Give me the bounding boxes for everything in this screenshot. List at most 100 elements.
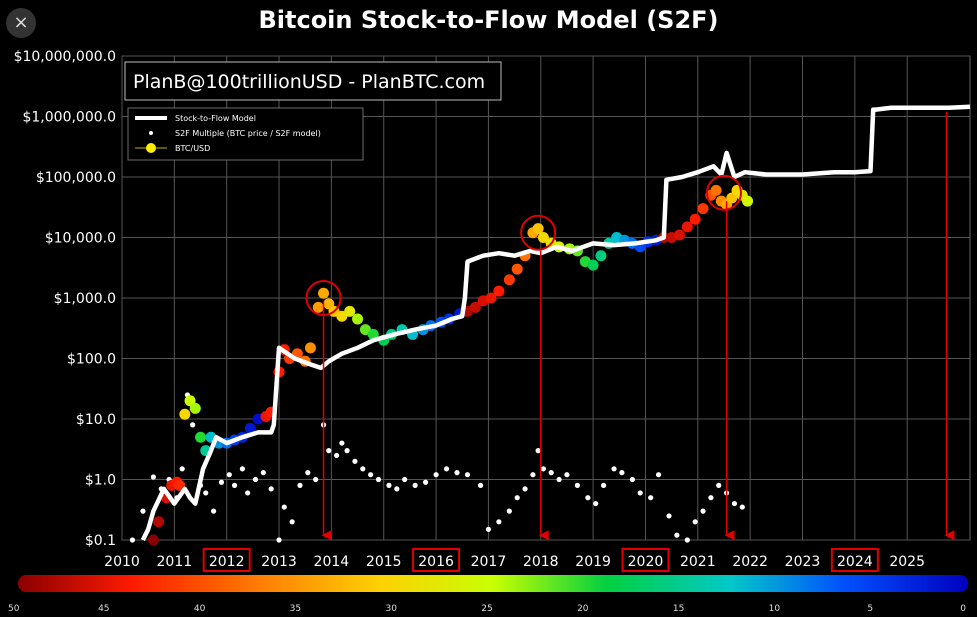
- btc-price-point: [532, 223, 544, 235]
- colorbar: 50 45 40 35 30 25 20 15 10 5 0: [8, 575, 968, 614]
- btc-price-point: [587, 259, 599, 271]
- s2f-multiple-point: [281, 504, 287, 510]
- y-tick-label: $10,000.0: [45, 231, 116, 247]
- x-tick-label: 2012: [209, 554, 245, 570]
- credit-text: PlanB@100trillionUSD - PlanBTC.com: [133, 71, 485, 93]
- s2f-multiple-point: [506, 508, 512, 514]
- btc-price-point: [511, 263, 523, 275]
- s2f-multiple-point: [700, 508, 706, 514]
- x-tick-label: 2010: [104, 554, 140, 570]
- close-button[interactable]: ×: [6, 8, 36, 38]
- s2f-multiple-point: [326, 448, 332, 454]
- s2f-multiple-point: [313, 476, 319, 483]
- colorbar-label: 10: [769, 604, 781, 614]
- btc-price-point: [153, 516, 165, 528]
- btc-price-point: [189, 402, 201, 414]
- highlight-circle: [520, 214, 557, 251]
- s2f-multiple-point: [514, 495, 520, 501]
- halving-year-box: [202, 548, 251, 572]
- s2f-multiple-point: [368, 472, 374, 478]
- halving-year-box: [412, 548, 461, 572]
- s2f-multiple-point: [522, 486, 528, 492]
- btc-price-point: [367, 328, 379, 340]
- s2f-multiple-point: [648, 495, 654, 501]
- colorbar-label: 30: [385, 604, 397, 614]
- s2f-multiple-point: [334, 452, 340, 459]
- stock-to-flow-series: [140, 104, 971, 541]
- y-axis: $0.1 $1.0 $10.0 $100.0 $1,000.0 $10,000.0 $100…: [14, 49, 116, 549]
- credit-box: PlanB@100trillionUSD - PlanBTC.com: [124, 61, 502, 101]
- s2f-multiple-point: [289, 519, 295, 525]
- x-tick-label: 2018: [523, 554, 559, 570]
- colorbar-label: 20: [577, 604, 589, 614]
- s2f-multiple-point: [692, 519, 698, 525]
- btc-price-point: [689, 213, 701, 225]
- legend-multiple-label: S2F Multiple (BTC price / S2F model): [175, 129, 321, 138]
- btc-price-point: [503, 274, 515, 286]
- s2f-multiple-point: [305, 470, 311, 476]
- s2f-multiple-point: [593, 500, 599, 507]
- btc-price-point: [304, 342, 316, 354]
- s2f-multiple-point: [423, 479, 429, 485]
- s2f-multiple-point: [585, 495, 591, 501]
- btc-price-point: [352, 313, 364, 325]
- s2f-multiple-point: [540, 466, 546, 472]
- s2f-multiple-point: [574, 482, 581, 488]
- s2f-multiple-point: [140, 508, 146, 514]
- s2f-multiple-point: [239, 466, 245, 472]
- stock-to-flow-line: [140, 104, 971, 541]
- btc-price-point: [485, 292, 497, 304]
- s2f-multiple-point: [731, 500, 738, 507]
- s2f-multiple-point: [739, 504, 745, 510]
- s2f-multiple-point: [268, 486, 274, 492]
- colorbar-gradient: [18, 575, 968, 592]
- s2f-multiple-point: [226, 472, 232, 478]
- btc-price-point: [179, 408, 191, 420]
- s2f-multiple-point: [655, 472, 662, 478]
- s2f-multiple-point: [548, 470, 554, 476]
- s2f-multiple-point: [352, 458, 358, 464]
- s2f-multiple-point: [203, 490, 209, 496]
- btc-price-point: [710, 184, 722, 196]
- y-tick-label: $1,000,000.0: [22, 110, 116, 126]
- s2f-multiple-point: [339, 440, 345, 446]
- annotations: [305, 111, 955, 541]
- s2f-multiple-point: [485, 526, 492, 532]
- legend-btc-label: BTC/USD: [175, 144, 210, 153]
- highlight-circle: [705, 174, 742, 211]
- s2f-multiple-point: [394, 486, 400, 492]
- y-tick-label: $0.1: [85, 533, 116, 549]
- btc-price-point: [493, 285, 505, 297]
- s2f-multiple-point: [129, 537, 136, 543]
- x-tick-label: 2017: [471, 554, 507, 570]
- x-tick-label: 2015: [366, 554, 402, 570]
- s2f-multiple-point: [344, 448, 350, 454]
- colorbar-label: 35: [290, 604, 301, 614]
- btc-price-point: [318, 287, 330, 299]
- legend-btc-marker: [146, 143, 156, 153]
- btc-price-point: [244, 422, 256, 434]
- chart-title: Bitcoin Stock-to-Flow Model (S2F): [258, 6, 719, 34]
- s2f-multiple-point: [218, 479, 225, 485]
- colorbar-label: 50: [8, 604, 20, 614]
- btc-price-point: [469, 301, 481, 313]
- s2f-multiple-point: [477, 482, 484, 488]
- x-tick-label: 2016: [418, 554, 454, 570]
- s2f-multiple-point: [496, 519, 502, 525]
- y-tick-label: $1,000.0: [54, 291, 116, 307]
- btc-price-point: [742, 195, 754, 207]
- s2f-multiple-point: [190, 422, 196, 428]
- s2f-multiple-point: [637, 490, 643, 496]
- y-tick-label: $1.0: [85, 473, 116, 489]
- btc-price-point: [697, 203, 709, 215]
- x-tick-label: 2019: [575, 554, 611, 570]
- s2f-multiple-point: [252, 476, 259, 483]
- x-tick-label: 2025: [889, 554, 925, 570]
- s2f-multiple-point: [666, 513, 672, 519]
- s2f-multiple-point: [629, 476, 635, 483]
- y-tick-label: $10,000,000.0: [14, 49, 116, 65]
- s2f-multiple-point: [386, 482, 392, 488]
- colorbar-label: 40: [194, 604, 206, 614]
- x-tick-label: 2023: [785, 554, 821, 570]
